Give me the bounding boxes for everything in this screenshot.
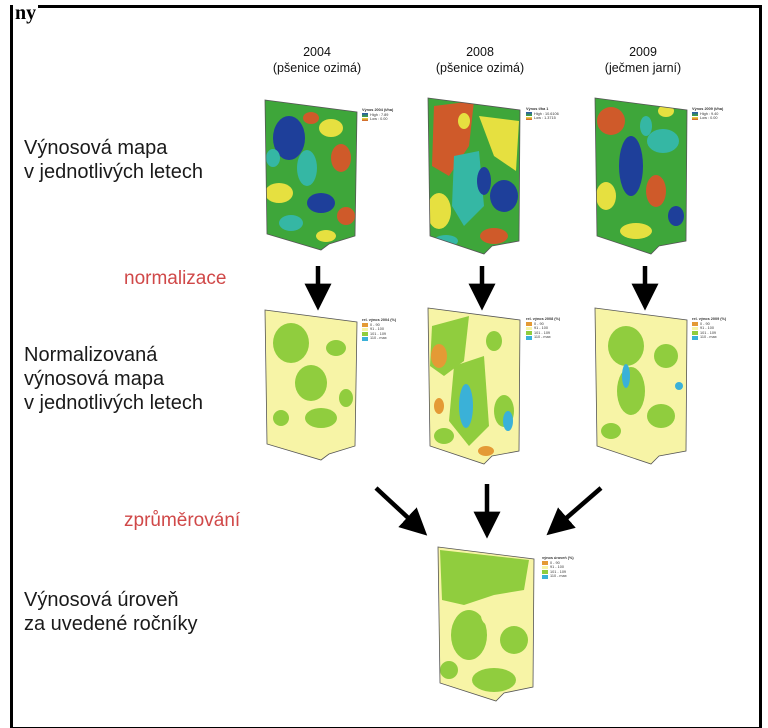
legend-title: Výnos 2009 (t/ha) <box>692 107 724 111</box>
legend-high: High : 10.6106 <box>534 111 559 116</box>
legend-item: 91 - 100 <box>700 326 714 331</box>
raw-legend-2009: Výnos 2009 (t/ha) High : 9.40 Low : 0.00 <box>692 107 723 121</box>
row-label-raw: Výnosová mapa v jednotlivých letech <box>24 136 203 184</box>
legend-swatch <box>542 565 548 570</box>
legend-item: 101 - 109 <box>700 330 717 335</box>
legend-title: výnos úroveň (%) <box>542 556 574 560</box>
normalized-map-2009 <box>591 306 691 471</box>
legend-swatch <box>526 335 532 340</box>
row-label-line: Výnosová úroveň <box>24 589 179 611</box>
row-label-line: Výnosová mapa <box>24 137 168 159</box>
legend-swatch <box>692 321 698 326</box>
legend-item: 91 - 100 <box>534 326 548 331</box>
row-label-line: v jednotlivých letech <box>24 161 203 183</box>
legend-title: rel. výnos 2004 (%) <box>362 318 397 322</box>
step-label-average: zprůměrování <box>124 510 241 531</box>
raw-legend-2004: Výnos 2004 (t/ha) High : 7.89 Low : 0.00 <box>362 108 393 122</box>
column-header-2008: 2008 (pšenice ozimá) <box>410 44 550 76</box>
legend-title: rel. výnos 2009 (%) <box>692 317 727 321</box>
column-crop: (ječmen jarní) <box>604 61 682 75</box>
legend-item: 110 - max <box>700 335 717 340</box>
raw-legend-2008: Výnos t/ha 1 High : 10.6106 Low : 1.3715 <box>526 107 559 121</box>
legend-swatch <box>542 560 548 565</box>
row-label-line: za uvedené ročníky <box>24 613 198 635</box>
raw-yield-map-2008 <box>424 96 524 261</box>
legend-low: Low : 1.3715 <box>534 116 556 121</box>
row-label-normalized: Normalizovaná výnosová mapa v jednotlivý… <box>24 343 203 415</box>
legend-swatch <box>692 111 698 116</box>
arrow-average-right <box>546 486 603 536</box>
legend-swatch <box>362 327 368 332</box>
legend-item: 101 - 109 <box>534 330 551 335</box>
normalized-legend-2004: rel. výnos 2004 (%) 0 - 90 91 - 100 101 … <box>362 318 396 341</box>
legend-item: 0 - 90 <box>534 321 544 326</box>
legend-item: 91 - 100 <box>550 565 564 570</box>
legend-swatch <box>542 574 548 579</box>
legend-swatch <box>362 322 368 327</box>
column-year: 2008 <box>466 45 494 59</box>
normalized-legend-2009: rel. výnos 2009 (%) 0 - 90 91 - 100 101 … <box>692 317 726 340</box>
raw-yield-map-2009 <box>591 96 691 261</box>
legend-item: 0 - 90 <box>370 322 380 327</box>
legend-swatch <box>526 326 532 331</box>
legend-swatch <box>692 116 698 121</box>
legend-item: 101 - 109 <box>550 569 567 574</box>
column-header-2004: 2004 (pšenice ozimá) <box>247 44 387 76</box>
row-label-line: výnosová mapa <box>24 368 165 390</box>
normalized-legend-2008: rel. výnos 2008 (%) 0 - 90 91 - 100 101 … <box>526 317 560 340</box>
final-yield-level-map <box>434 545 539 705</box>
legend-swatch <box>526 321 532 326</box>
legend-swatch <box>542 570 548 574</box>
legend-swatch <box>526 111 532 116</box>
column-crop: (pšenice ozimá) <box>272 61 362 75</box>
legend-swatch <box>692 335 698 340</box>
legend-swatch <box>362 336 368 341</box>
raw-yield-map-2004 <box>261 98 361 253</box>
final-legend: výnos úroveň (%) 0 - 90 91 - 100 101 - 1… <box>542 556 574 579</box>
legend-swatch <box>362 117 368 122</box>
column-year: 2004 <box>303 45 331 59</box>
column-crop: (pšenice ozimá) <box>435 61 525 75</box>
legend-swatch <box>362 332 368 336</box>
legend-swatch <box>526 116 532 121</box>
legend-title: rel. výnos 2008 (%) <box>526 317 561 321</box>
legend-swatch <box>526 331 532 335</box>
step-label-normalize: normalizace <box>124 268 227 289</box>
normalized-map-2004 <box>261 308 361 463</box>
row-label-line: v jednotlivých letech <box>24 392 203 414</box>
title-fragment: ny <box>13 2 39 25</box>
legend-high: High : 7.89 <box>370 112 389 117</box>
legend-swatch <box>692 326 698 331</box>
legend-swatch <box>362 112 368 117</box>
legend-item: 110 - max <box>370 336 387 341</box>
legend-item: 0 - 90 <box>550 560 560 565</box>
legend-low: Low : 0.00 <box>700 116 718 121</box>
legend-low: Low : 0.00 <box>370 117 388 122</box>
legend-title: Výnos 2004 (t/ha) <box>362 108 394 112</box>
legend-swatch <box>692 331 698 335</box>
arrow-average-left <box>374 486 428 536</box>
column-year: 2009 <box>629 45 657 59</box>
legend-item: 0 - 90 <box>700 321 710 326</box>
legend-high: High : 9.40 <box>700 111 719 116</box>
legend-item: 91 - 100 <box>370 327 384 332</box>
legend-title: Výnos t/ha 1 <box>526 107 549 111</box>
legend-item: 110 - max <box>550 574 567 579</box>
row-label-line: Normalizovaná <box>24 344 158 366</box>
row-label-final: Výnosová úroveň za uvedené ročníky <box>24 588 197 636</box>
legend-item: 110 - max <box>534 335 551 340</box>
normalized-map-2008 <box>424 306 524 471</box>
legend-item: 101 - 109 <box>370 331 387 336</box>
column-header-2009: 2009 (ječmen jarní) <box>573 44 713 76</box>
